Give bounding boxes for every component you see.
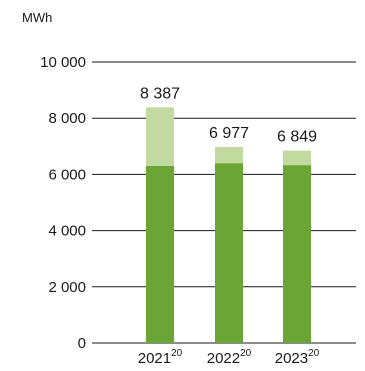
bar-2022-top-segment bbox=[215, 146, 243, 164]
bar-total-label-2022: 6 977 bbox=[209, 125, 249, 142]
y-tick-label-6000: 6 000 bbox=[48, 166, 86, 183]
x-category-footnote: 20 bbox=[240, 348, 252, 359]
bar-total-labels: 8 387 6 977 6 849 bbox=[140, 85, 317, 145]
bar-total-label-2023: 6 849 bbox=[277, 129, 317, 146]
x-category-label-2022: 202220 bbox=[207, 348, 252, 367]
y-tick-label-0: 0 bbox=[78, 335, 86, 352]
x-category-year: 2023 bbox=[275, 350, 308, 367]
x-axis-category-labels: 202120 202220 202320 bbox=[138, 348, 320, 367]
y-tick-label-2000: 2 000 bbox=[48, 279, 86, 296]
x-category-footnote: 20 bbox=[171, 348, 183, 359]
x-category-year: 2021 bbox=[138, 350, 171, 367]
bar-total-label-2021: 8 387 bbox=[140, 85, 180, 102]
y-tick-label-10000: 10 000 bbox=[40, 54, 86, 71]
y-tick-label-4000: 4 000 bbox=[48, 223, 86, 240]
bars bbox=[146, 107, 311, 343]
y-axis-tick-labels: 0 2 000 4 000 6 000 8 000 10 000 bbox=[40, 54, 86, 352]
unit-label: MWh bbox=[22, 10, 52, 25]
bar-2023-base-segment bbox=[283, 165, 311, 343]
x-category-label-2023: 202320 bbox=[275, 348, 320, 367]
y-tick-label-8000: 8 000 bbox=[48, 110, 86, 127]
bar-2023-top-segment bbox=[283, 150, 311, 166]
x-category-footnote: 20 bbox=[308, 348, 320, 359]
x-category-label-2021: 202120 bbox=[138, 348, 183, 367]
bar-2021-base-segment bbox=[146, 165, 174, 343]
bar-2022-base-segment bbox=[215, 163, 243, 343]
x-category-year: 2022 bbox=[207, 350, 240, 367]
bar-2021-top-segment bbox=[146, 107, 174, 166]
